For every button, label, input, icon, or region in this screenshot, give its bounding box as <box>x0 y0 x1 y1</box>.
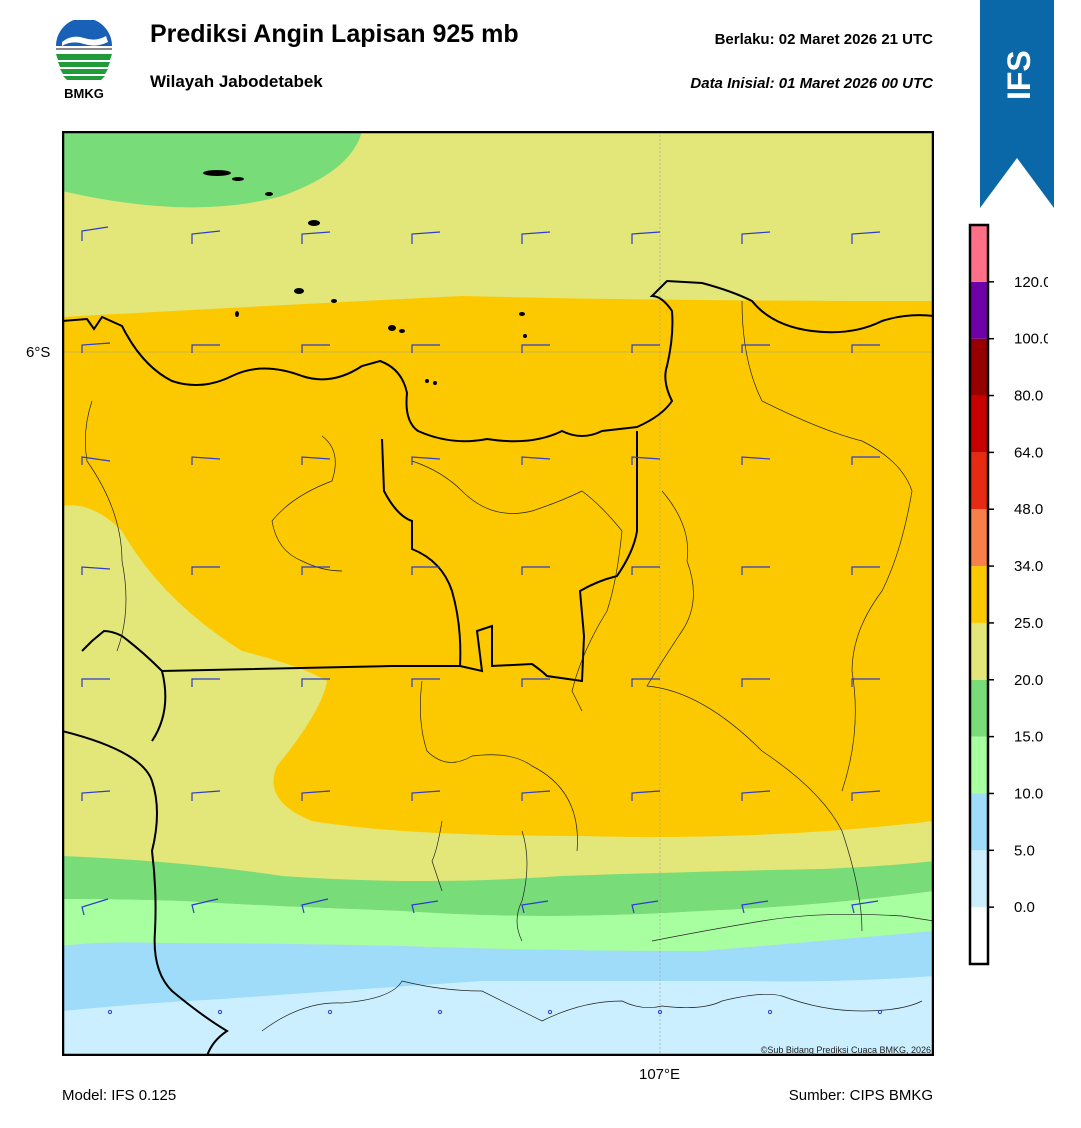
colorbar-segment <box>970 452 988 510</box>
colorbar-label: 64.0 <box>1014 444 1043 461</box>
colorbar-segment <box>970 338 988 396</box>
colorbar-segment <box>970 281 988 339</box>
ifs-ribbon-badge: IFS <box>980 0 1054 208</box>
colorbar-label: 100.0 <box>1014 331 1048 348</box>
colorbar-label: 20.0 <box>1014 672 1043 689</box>
init-time: Data Inisial: 01 Maret 2026 00 UTC <box>690 75 933 92</box>
colorbar-segment <box>970 622 988 680</box>
thousand-islands <box>203 170 527 385</box>
province-boundary <box>81 431 638 683</box>
colorbar-label: 48.0 <box>1014 501 1043 518</box>
colorbar-segment <box>970 509 988 567</box>
bmkg-logo-icon <box>52 18 116 102</box>
colorbar-label: 120.0 <box>1014 274 1048 291</box>
west-boundary <box>62 670 229 1056</box>
colorbar-segment <box>970 736 988 794</box>
band-orange <box>62 296 934 837</box>
map-title: Prediksi Angin Lapisan 925 mb <box>150 20 519 48</box>
colorbar-segment <box>970 395 988 453</box>
colorbar-segment <box>970 907 988 964</box>
lat-label: 6°S <box>26 344 51 361</box>
colorbar-segment <box>970 850 988 908</box>
colorbar-label: 5.0 <box>1014 842 1035 859</box>
wind-map <box>62 131 934 1056</box>
colorbar-segment <box>970 566 988 623</box>
colorbar: 0.0 5.0 10.0 15.0 20.0 25.0 34.0 48.0 64.0 80.0 10… <box>968 223 1048 966</box>
colorbar-segment <box>970 679 988 737</box>
colorbar-frame <box>968 223 990 966</box>
copyright-text: ©Sub Bidang Prediksi Cuaca BMKG, 2026 <box>760 1045 931 1055</box>
map-subtitle: Wilayah Jabodetabek <box>150 72 323 91</box>
colorbar-label: 80.0 <box>1014 388 1043 405</box>
model-label: Model: IFS 0.125 <box>62 1087 177 1104</box>
colorbar-label: 15.0 <box>1014 729 1043 746</box>
bmkg-logo-text: BMKG <box>64 86 104 101</box>
coastline <box>62 279 934 443</box>
band-lightgreen <box>62 891 934 951</box>
calm-markers <box>107 1009 883 1015</box>
colorbar-label: 10.0 <box>1014 785 1043 802</box>
source-label: Sumber: CIPS BMKG <box>788 1087 933 1104</box>
ifs-badge-text: IFS <box>1001 50 1037 100</box>
district-boundaries <box>85 300 934 1032</box>
valid-time: Berlaku: 02 Maret 2026 21 UTC <box>714 31 933 48</box>
band-green-top <box>62 131 362 208</box>
map-frame <box>62 131 934 1056</box>
colorbar-segment <box>970 793 988 851</box>
colorbar-segment <box>970 225 988 282</box>
colorbar-label: 25.0 <box>1014 615 1043 632</box>
colorbar-label: 0.0 <box>1014 899 1035 916</box>
colorbar-label: 34.0 <box>1014 558 1043 575</box>
wind-barbs <box>81 226 881 916</box>
lon-label: 107°E <box>639 1066 681 1083</box>
band-paleblue <box>62 976 934 1056</box>
band-green <box>62 856 934 916</box>
